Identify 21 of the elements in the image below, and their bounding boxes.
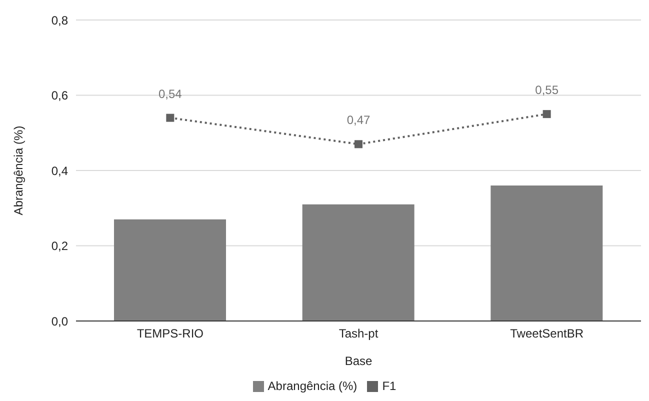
- data-label: 0,54: [158, 86, 182, 101]
- y-tick-label: 0,6: [51, 88, 68, 103]
- point: [166, 114, 174, 122]
- point: [542, 110, 551, 118]
- y-tick-label: 0,2: [51, 239, 68, 254]
- x-tick-label: TEMPS-RIO: [136, 326, 204, 341]
- bar: [114, 219, 226, 321]
- y-tick-label: 0,8: [51, 13, 68, 28]
- x-tick-label: Tash-pt: [338, 326, 379, 341]
- bar: [302, 204, 414, 321]
- y-tick-label: 0,0: [51, 314, 68, 328]
- y-axis-title: Abrangência (%): [11, 126, 26, 216]
- x-axis-title: Base: [344, 354, 372, 368]
- legend-label: F1: [382, 379, 396, 393]
- bar: [490, 186, 603, 321]
- x-tick-label: TweetSentBR: [510, 326, 584, 341]
- legend-label: Abrangência (%): [268, 379, 358, 393]
- y-tick-label: 0,4: [51, 164, 68, 178]
- point: [354, 140, 362, 148]
- data-label: 0,55: [535, 83, 559, 98]
- data-label: 0,47: [346, 113, 370, 128]
